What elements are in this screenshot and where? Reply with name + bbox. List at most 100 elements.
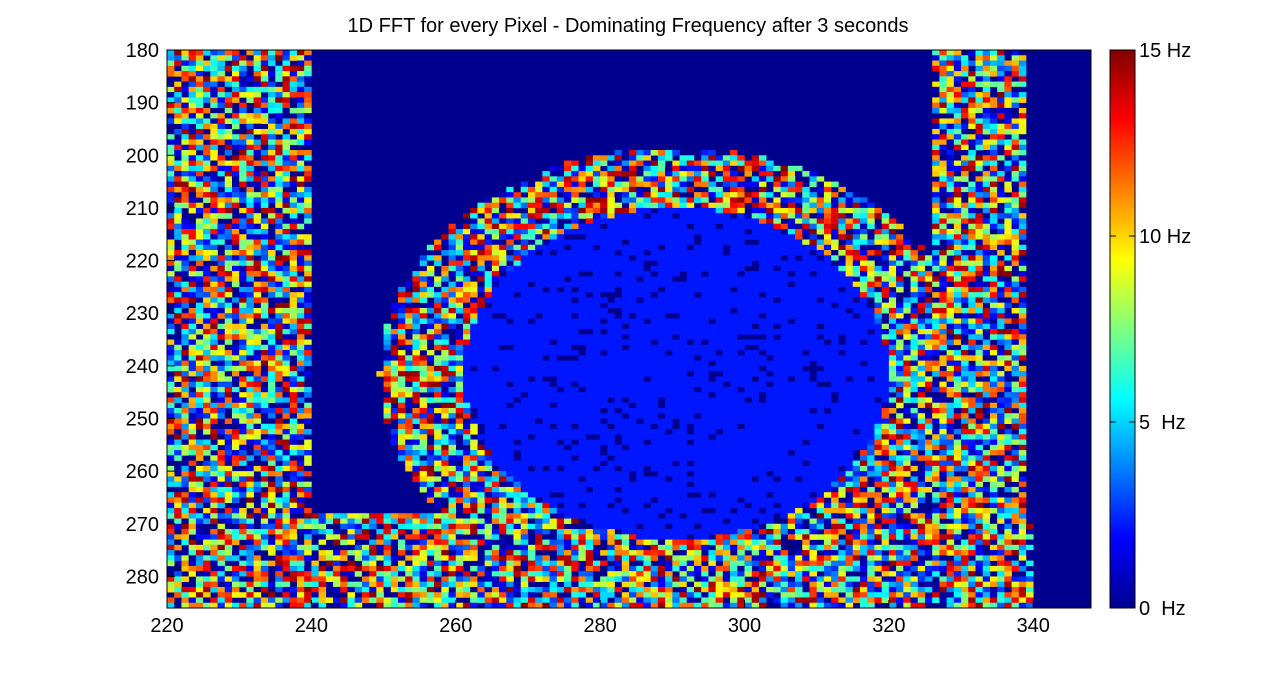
heatmap-cell — [997, 107, 1005, 114]
heatmap-cell — [953, 50, 962, 56]
heatmap-cell — [701, 386, 709, 393]
heatmap-cell — [693, 265, 702, 272]
heatmap-cell — [231, 397, 240, 403]
heatmap-cell — [289, 244, 298, 251]
heatmap-cell — [535, 381, 543, 388]
heatmap-cell — [679, 165, 688, 172]
heatmap-cell — [708, 150, 716, 156]
heatmap-cell — [499, 207, 507, 214]
heatmap-cell — [441, 376, 449, 382]
heatmap-cell — [715, 307, 724, 314]
heatmap-cell — [693, 397, 702, 403]
heatmap-cell — [802, 271, 810, 277]
heatmap-cell — [398, 360, 406, 367]
heatmap-cell — [455, 271, 464, 277]
heatmap-cell — [621, 292, 630, 298]
heatmap-cell — [629, 344, 637, 351]
heatmap-cell — [188, 150, 197, 156]
heatmap-cell — [224, 250, 233, 256]
heatmap-cell — [224, 97, 233, 103]
heatmap-cell — [629, 360, 637, 367]
heatmap-cell — [896, 313, 904, 319]
heatmap-cell — [982, 107, 991, 114]
heatmap-cell — [246, 307, 254, 314]
heatmap-cell — [289, 371, 298, 377]
heatmap-cell — [823, 197, 832, 203]
heatmap-cell — [730, 281, 738, 288]
heatmap-cell — [181, 365, 189, 372]
heatmap-cell — [499, 228, 507, 235]
heatmap-cell — [174, 171, 182, 177]
heatmap-cell — [730, 276, 738, 282]
heatmap-cell — [304, 197, 312, 203]
heatmap-cell — [195, 176, 204, 182]
heatmap-cell — [823, 218, 832, 225]
heatmap-cell — [296, 55, 305, 61]
heatmap-cell — [766, 239, 774, 246]
heatmap-cell — [224, 360, 233, 367]
heatmap-cell — [195, 392, 204, 398]
heatmap-cell — [968, 55, 976, 61]
heatmap-cell — [845, 355, 854, 361]
heatmap-cell — [600, 339, 608, 346]
heatmap-cell — [845, 260, 854, 267]
heatmap-cell — [289, 392, 298, 398]
heatmap-cell — [542, 239, 550, 246]
heatmap-cell — [982, 228, 991, 235]
heatmap-cell — [491, 381, 500, 388]
heatmap-cell — [874, 250, 882, 256]
heatmap-cell — [679, 334, 688, 340]
heatmap-cell — [174, 318, 182, 325]
heatmap-cell — [195, 302, 204, 309]
heatmap-cell — [686, 255, 695, 261]
heatmap-cell — [881, 218, 890, 225]
heatmap-cell — [701, 407, 709, 414]
heatmap-cell — [520, 302, 529, 309]
heatmap-cell — [831, 244, 839, 251]
heatmap-cell — [708, 313, 716, 319]
heatmap-cell — [282, 365, 291, 372]
heatmap-cell — [210, 81, 218, 88]
heatmap-cell — [296, 297, 305, 303]
heatmap-cell — [224, 318, 233, 325]
heatmap-cell — [600, 307, 608, 314]
heatmap-cell — [758, 371, 767, 377]
heatmap-cell — [607, 223, 615, 230]
heatmap-cell — [462, 307, 471, 314]
heatmap-cell — [203, 244, 211, 251]
heatmap-cell — [564, 292, 572, 298]
heatmap-cell — [823, 244, 832, 251]
heatmap-cell — [571, 292, 579, 298]
heatmap-cell — [167, 329, 175, 335]
heatmap-cell — [390, 386, 399, 393]
heatmap-cell — [1018, 218, 1027, 225]
heatmap-cell — [932, 265, 940, 272]
heatmap-cell — [852, 286, 861, 293]
heatmap-cell — [982, 155, 991, 161]
heatmap-cell — [556, 350, 565, 356]
heatmap-cell — [924, 281, 933, 288]
heatmap-cell — [831, 192, 839, 198]
heatmap-cell — [730, 250, 738, 256]
heatmap-cell — [289, 313, 298, 319]
heatmap-cell — [773, 402, 781, 409]
heatmap-cell — [253, 228, 262, 235]
heatmap-cell — [484, 286, 493, 293]
heatmap-cell — [751, 155, 760, 161]
heatmap-cell — [1011, 260, 1020, 267]
heatmap-cell — [953, 55, 962, 61]
heatmap-cell — [260, 150, 269, 156]
heatmap-cell — [268, 213, 276, 219]
heatmap-cell — [953, 350, 962, 356]
heatmap-cell — [722, 339, 731, 346]
heatmap-cell — [556, 244, 565, 251]
heatmap-cell — [520, 402, 529, 409]
heatmap-cell — [838, 192, 846, 198]
heatmap-cell — [181, 381, 189, 388]
heatmap-cell — [304, 255, 312, 261]
heatmap-cell — [477, 250, 485, 256]
heatmap-cell — [462, 265, 471, 272]
heatmap-cell — [722, 218, 731, 225]
heatmap-cell — [217, 97, 226, 103]
heatmap-cell — [831, 360, 839, 367]
